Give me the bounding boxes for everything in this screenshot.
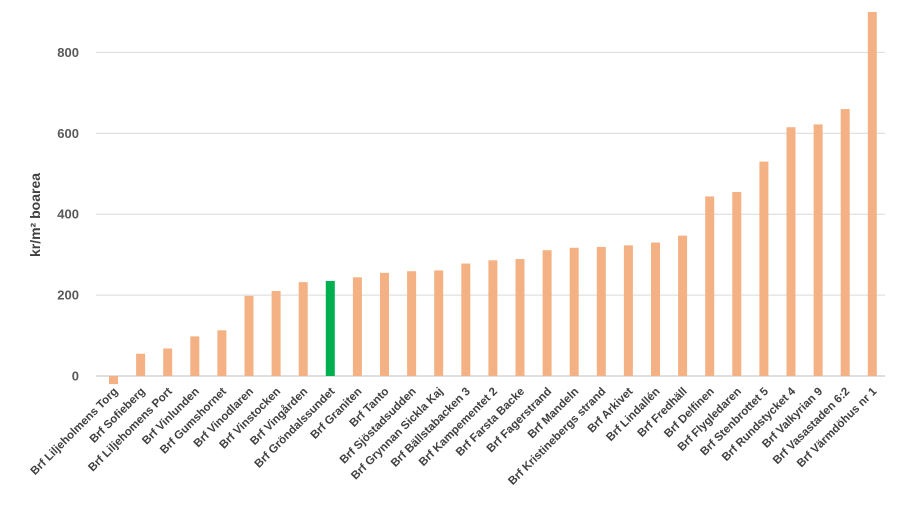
y-tick-label: 400 [57,207,79,222]
bars [109,11,877,385]
y-tick-label: 800 [57,45,79,60]
bar [786,127,796,376]
bar [217,330,227,376]
bar [136,353,146,376]
bar [434,270,444,376]
bar [651,242,660,376]
bar [569,247,579,376]
bar [596,246,606,376]
bar [678,235,688,376]
y-tick-label: 0 [72,369,79,384]
bar [109,376,118,385]
bar [542,250,552,376]
bar [813,124,823,376]
bar [515,259,525,376]
y-axis-label: kr/m² boarea [27,173,43,257]
bar [759,161,769,376]
gridlines [96,51,885,377]
bar [705,196,715,376]
y-tick-label: 200 [57,288,79,303]
bar [271,291,281,376]
bar [325,280,335,376]
bar [623,245,633,376]
bar [488,260,498,376]
bar [407,271,417,376]
bar [461,263,471,376]
y-tick-label: 600 [57,126,79,141]
bar [244,295,254,376]
bar [190,336,200,376]
bar [298,282,308,376]
y-tick-labels: 0 200 400 600 800 [57,45,79,384]
bar [380,272,389,376]
bar [732,191,742,376]
bar [840,109,850,376]
bar [867,11,877,376]
bar [163,348,173,376]
bar [352,277,362,376]
